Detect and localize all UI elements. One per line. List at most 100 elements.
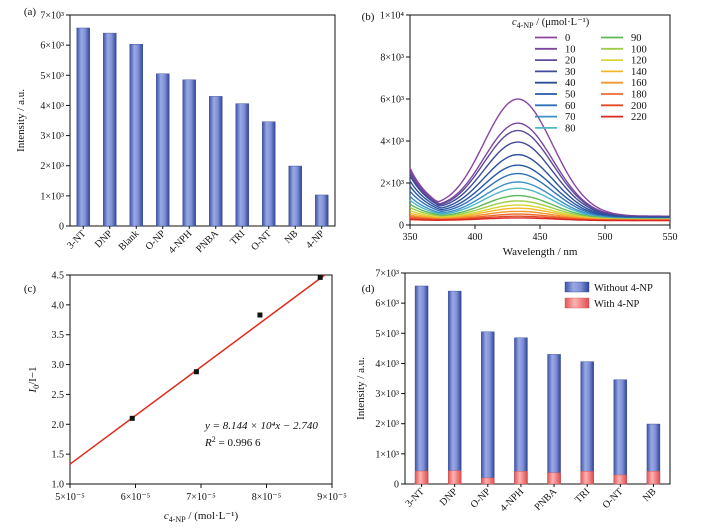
panel-d-bar-without xyxy=(481,331,495,485)
panel-d-xtick-label: O-NT xyxy=(601,486,626,511)
panel-a-label: (a) xyxy=(24,6,37,18)
panel-a-ytick-label: 1×10³ xyxy=(40,191,64,202)
panel-c-ytick-label: 1.5 xyxy=(52,450,65,461)
panel-d-xtick-label: O-NP xyxy=(469,486,494,511)
panel-b-legend-label: 30 xyxy=(565,67,576,78)
panel-d-bar-with xyxy=(580,471,594,485)
panel-d-bar-with xyxy=(447,470,462,485)
panel-d-frame xyxy=(404,272,671,485)
panel-d-ytick-label: 2×10³ xyxy=(375,419,399,430)
panel-d-legend-label: Without 4-NP xyxy=(594,283,653,294)
panel-b-legend-label: 80 xyxy=(565,123,576,134)
panel-c-ytick-label: 4.5 xyxy=(52,271,65,282)
panel-b-legend-title: c4-NP / (μmol·L⁻¹) xyxy=(512,17,590,30)
panel-a-bar xyxy=(156,73,170,227)
panel-b-legend-label: 70 xyxy=(565,112,576,123)
panel-a-xtick-label: O-NP xyxy=(144,228,169,253)
panel-c-equation: y = 8.144 × 10⁴x − 2.740 xyxy=(204,420,318,432)
panel-a-frame xyxy=(69,14,336,227)
panel-a-bar xyxy=(182,79,196,227)
panel-a-xtick-label: PNBA xyxy=(194,228,221,255)
panel-d-legend-label: With 4-NP xyxy=(594,299,640,310)
panel-b-legend-label: 10 xyxy=(565,44,576,55)
panel-a-ytick-label: 2×10³ xyxy=(40,161,64,172)
panel-b-ytick-label: 2×10³ xyxy=(380,179,404,190)
panel-d-ytick-label: 7×10³ xyxy=(375,269,399,280)
panel-d-legend-swatch xyxy=(564,281,590,293)
panel-a-xtick-label: Blank xyxy=(117,228,142,253)
panel-a-bar xyxy=(235,103,249,227)
panel-d-bar-without xyxy=(514,337,528,485)
panel-d-ytick-label: 6×10³ xyxy=(375,299,399,310)
panel-a-xtick-label: 4-NPH xyxy=(167,228,195,256)
panel-d-ylabel: Intensity / a.u. xyxy=(355,357,367,420)
panel-d-bar-with xyxy=(646,471,661,485)
panel-d-bar-with xyxy=(414,470,429,485)
panel-c-point xyxy=(257,312,263,318)
panel-d-ytick-label: 0 xyxy=(394,480,399,491)
panel-d-xtick-label: 3-NT xyxy=(404,486,427,509)
panel-c-ytick-label: 3.0 xyxy=(52,360,65,371)
panel-c-ytick-label: 2.5 xyxy=(52,390,65,401)
panel-b-ytick-label: 0 xyxy=(399,221,404,232)
panel-b-xtick-label: 450 xyxy=(533,232,548,243)
panel-b-legend-label: 180 xyxy=(631,90,647,101)
panel-c-ytick-label: 2.0 xyxy=(52,420,65,431)
panel-d-xtick-label: DNP xyxy=(438,486,460,508)
panel-a-bar xyxy=(315,194,329,227)
panel-b-legend-label: 40 xyxy=(565,78,576,89)
panel-c-point xyxy=(129,415,135,421)
panel-c: (c) 1.0 1.5 2.0 2.5 3.0 3.5 4.0 4.5 5×10⁻⁵ 6×10⁻⁵ 7… xyxy=(24,271,347,525)
panel-d-bar-without xyxy=(447,290,462,485)
panel-b-xlabel: Wavelength / nm xyxy=(503,246,578,258)
panel-d-label: (d) xyxy=(362,283,375,295)
panel-a-bar xyxy=(129,44,143,227)
panel-d-ytick-label: 1×10³ xyxy=(375,449,399,460)
panel-d-bar-without xyxy=(414,285,429,485)
panel-b-ytick-label: 8×10³ xyxy=(380,53,404,64)
panel-a-bar xyxy=(262,121,276,227)
panel-b-legend-label: 220 xyxy=(631,112,647,123)
panel-c-point xyxy=(317,274,323,280)
panel-b-legend-label: 200 xyxy=(631,101,647,112)
panel-d-ytick-label: 5×10³ xyxy=(375,329,399,340)
panel-b-xtick-label: 500 xyxy=(598,232,613,243)
panel-b-legend-label: 120 xyxy=(631,56,647,67)
panel-b-legend-label: 100 xyxy=(631,44,647,55)
panel-d-bar-with xyxy=(514,471,528,485)
panel-b-series-220 xyxy=(409,217,670,222)
panel-b-legend-label: 160 xyxy=(631,78,647,89)
panel-c-r2: R2 = 0.996 6 xyxy=(204,435,261,449)
panel-b-xtick-label: 400 xyxy=(468,232,483,243)
panel-d-bar-with xyxy=(481,477,495,485)
panel-c-label: (c) xyxy=(24,283,37,295)
panel-d-legend-swatch xyxy=(564,297,590,309)
panel-b-xtick-label: 350 xyxy=(403,232,418,243)
panel-a-ytick-label: 3×10³ xyxy=(40,131,64,142)
panel-c-xtick-label: 8×10⁻⁵ xyxy=(252,492,281,503)
panel-b-ytick-label: 4×10³ xyxy=(380,137,404,148)
panel-c-xtick-label: 7×10⁻⁵ xyxy=(186,492,215,503)
panel-d-xtick-label: PNBA xyxy=(533,486,560,513)
panel-d-ytick-label: 3×10³ xyxy=(375,389,399,400)
panel-d-bar-with xyxy=(613,474,628,485)
panel-a-bar xyxy=(76,27,90,227)
panel-b-legend-label: 140 xyxy=(631,67,647,78)
panel-d-bar-without xyxy=(613,379,628,485)
panel-a-ylabel: Intensity / a.u. xyxy=(15,89,27,152)
panel-a-xtick-label: 3-NT xyxy=(65,228,88,251)
panel-a-ytick-label: 5×10³ xyxy=(40,71,64,82)
panel-a-bar xyxy=(288,165,302,227)
panel-b-ytick-label: 6×10³ xyxy=(380,95,404,106)
panel-d-bar-with xyxy=(547,472,561,485)
panel-a-xtick-label: O-NT xyxy=(249,228,274,253)
panel-a-ytick-label: 4×10³ xyxy=(40,101,64,112)
panel-c-point xyxy=(193,369,199,375)
panel-a-bar xyxy=(209,96,223,227)
panel-b-xtick-label: 550 xyxy=(663,232,678,243)
panel-a-xtick-label: DNP xyxy=(93,228,115,250)
panel-b-ytick-label: 1×10⁴ xyxy=(380,11,405,22)
panel-d-ytick-label: 4×10³ xyxy=(375,359,399,370)
panel-d-bar-without xyxy=(580,361,594,485)
